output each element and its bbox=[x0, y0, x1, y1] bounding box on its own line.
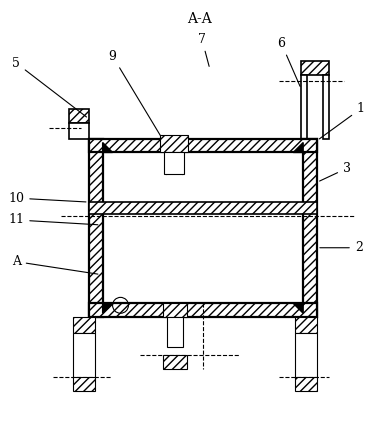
Bar bbox=[89, 202, 317, 214]
Bar bbox=[301, 61, 329, 75]
Text: 3: 3 bbox=[320, 162, 351, 181]
Bar bbox=[73, 317, 95, 333]
Polygon shape bbox=[103, 143, 112, 153]
Bar bbox=[89, 138, 317, 153]
Bar bbox=[89, 138, 103, 317]
Text: 1: 1 bbox=[319, 102, 365, 139]
Bar bbox=[89, 303, 317, 317]
Bar bbox=[163, 355, 187, 369]
Bar bbox=[69, 109, 89, 123]
Polygon shape bbox=[293, 303, 303, 313]
Text: 9: 9 bbox=[109, 50, 167, 146]
Bar bbox=[69, 123, 89, 138]
Bar bbox=[295, 333, 317, 378]
Text: A: A bbox=[12, 255, 98, 274]
Text: 6: 6 bbox=[277, 37, 300, 86]
Bar bbox=[73, 377, 95, 391]
Text: 5: 5 bbox=[12, 57, 87, 117]
Bar bbox=[295, 377, 317, 391]
Text: 11: 11 bbox=[8, 213, 98, 227]
Polygon shape bbox=[293, 143, 303, 153]
Text: A-A: A-A bbox=[188, 12, 212, 26]
Bar bbox=[323, 75, 329, 138]
Text: 7: 7 bbox=[198, 33, 209, 66]
Polygon shape bbox=[103, 303, 112, 313]
Bar bbox=[163, 303, 187, 317]
Bar bbox=[167, 317, 183, 347]
Bar bbox=[295, 317, 317, 333]
Bar bbox=[160, 135, 188, 153]
Bar bbox=[301, 75, 307, 138]
Bar bbox=[73, 333, 95, 378]
Bar bbox=[164, 153, 184, 174]
Text: 10: 10 bbox=[8, 192, 86, 204]
Text: 2: 2 bbox=[320, 241, 363, 254]
Bar bbox=[303, 138, 317, 317]
Bar bbox=[103, 153, 303, 303]
